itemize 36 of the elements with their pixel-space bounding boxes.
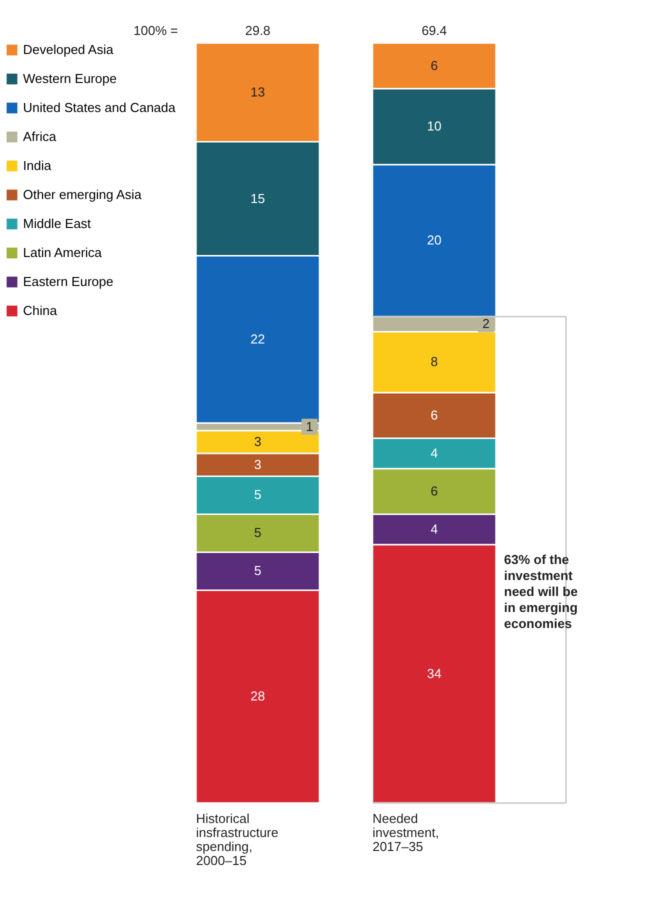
legend-label: India (23, 158, 52, 173)
data-label: 5 (254, 487, 262, 502)
x-tick-label: Needed investment, 2017–35 (372, 811, 439, 854)
text: 63% of the investment need will be in emerging economies (504, 552, 578, 631)
legend-label: China (23, 303, 58, 318)
data-label: 1 (306, 418, 314, 434)
data-label: 6 (430, 407, 438, 422)
data-label: 2 (482, 316, 490, 332)
data-label: 6 (430, 58, 438, 73)
legend-label: United States and Canada (23, 100, 176, 115)
data-label: 3 (254, 434, 262, 449)
text: 100% = (134, 23, 178, 38)
legend-label: Developed Asia (23, 42, 114, 57)
data-label: 22 (250, 331, 265, 346)
text: 69.4 (422, 23, 447, 38)
text: 29.8 (245, 23, 270, 38)
data-label: 5 (254, 563, 262, 578)
data-label: 34 (427, 666, 442, 681)
legend-label: Middle East (23, 216, 92, 231)
data-label: 5 (254, 525, 262, 540)
legend-label: Africa (23, 129, 57, 144)
data-label: 4 (430, 521, 438, 536)
legend-label: Eastern Europe (23, 274, 114, 289)
data-label: 28 (250, 688, 265, 704)
data-label: 4 (430, 445, 438, 460)
data-label: 20 (427, 232, 442, 248)
data-label: 3 (254, 456, 262, 472)
data-label: 10 (427, 118, 442, 134)
x-tick-label: Historical insfrastructure spending, 2000–15 (196, 811, 278, 868)
data-label: 15 (250, 190, 265, 206)
legend-label: Latin America (23, 245, 103, 260)
data-label: 6 (430, 483, 438, 498)
legend-label: Western Europe (23, 71, 117, 86)
legend-label: Other emerging Asia (23, 187, 142, 202)
data-label: 13 (250, 84, 265, 100)
data-label: 8 (430, 354, 438, 370)
